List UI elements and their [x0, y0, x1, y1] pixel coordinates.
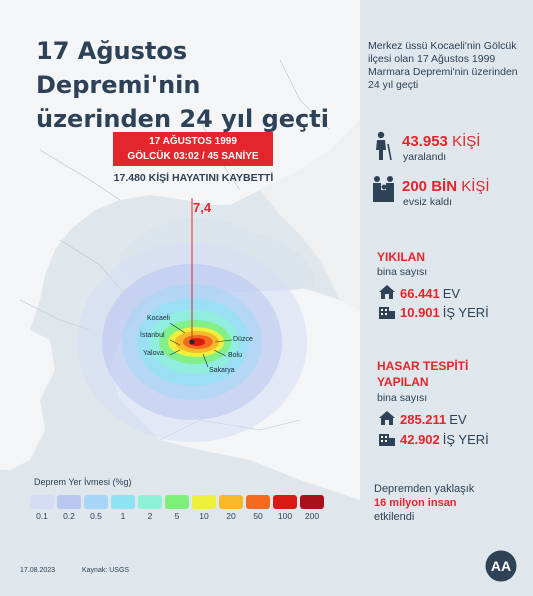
banner-location: GÖLCÜK 03:02 / 45 SANİYE [127, 151, 259, 162]
legend-value: 100 [277, 511, 293, 521]
legend-item: 0.5 [84, 495, 108, 521]
legend-value: 1 [120, 511, 126, 521]
damaged-work-unit: İŞ YERİ [442, 432, 489, 447]
legend-title: Deprem Yer İvmesi (%g) [34, 477, 132, 487]
legend-value: 0.2 [63, 511, 75, 521]
collapsed-heading: YIKILAN [377, 250, 425, 264]
legend-item: 50 [246, 495, 270, 521]
collapsed-workplaces: 10.901 İŞ YERİ [400, 305, 489, 320]
page-title: 17 Ağustos Depremi'nin üzerinden 24 yıl … [36, 37, 329, 133]
collapsed-houses: 66.441 EV [400, 286, 460, 301]
legend-item: 100 [273, 495, 297, 521]
damaged-heading-line2: YAPILAN [377, 375, 429, 389]
land-greece [0, 330, 55, 470]
house-icon [379, 411, 395, 425]
city-duzce: Düzce [233, 336, 253, 343]
death-toll: 17.480 KİŞİ HAYATINI KAYBETTİ [113, 172, 274, 184]
damaged-workplaces: 42.902 İŞ YERİ [400, 432, 489, 447]
legend-swatch [300, 495, 324, 509]
legend-swatch [192, 495, 216, 509]
intro-text: Merkez üssü Kocaeli'nin Gölcük ilçesi ol… [368, 40, 518, 91]
homeless-label: evsiz kaldı [403, 196, 453, 208]
city-yalova: Yalova [143, 350, 164, 357]
injured-label: yaralandı [403, 151, 447, 163]
land-europe [0, 0, 360, 360]
legend-swatch [219, 495, 243, 509]
injured-value: 43.953 [402, 133, 448, 150]
legend-swatch [111, 495, 135, 509]
collapsed-houses-value: 66.441 [400, 286, 440, 301]
damaged-houses: 285.211 EV [400, 412, 467, 427]
damaged-houses-value: 285.211 [400, 412, 447, 427]
land-east [260, 120, 360, 310]
collapsed-sub: bina sayısı [377, 266, 428, 278]
legend-swatch [84, 495, 108, 509]
legend-value: 50 [253, 511, 263, 521]
legend-swatch [273, 495, 297, 509]
aa-logo: AA [485, 550, 517, 582]
affected-before: Depremden yaklaşık [374, 483, 475, 495]
house-icon [379, 285, 395, 299]
collapsed-work-value: 10.901 [400, 305, 440, 320]
damaged-houses-unit: EV [449, 412, 467, 427]
injured-person-icon [376, 131, 392, 161]
legend-item: 20 [219, 495, 243, 521]
office-building-icon [379, 434, 395, 446]
banner-date: 17 AĞUSTOS 1999 [149, 136, 237, 147]
legend-swatch [30, 495, 54, 509]
damaged-sub: bina sayısı [377, 392, 428, 404]
affected-note: Depremden yaklaşık 16 milyon insan etkil… [374, 482, 524, 524]
legend-value: 2 [147, 511, 153, 521]
legend-item: 5 [165, 495, 189, 521]
footer-source: Kaynak: USGS [82, 567, 130, 574]
quake-banner: 17 AĞUSTOS 1999 GÖLCÜK 03:02 / 45 SANİYE [113, 132, 273, 166]
damaged-work-value: 42.902 [400, 432, 440, 447]
city-istanbul: İstanbul [140, 332, 165, 339]
legend-item: 10 [192, 495, 216, 521]
legend-value: 10 [199, 511, 209, 521]
damaged-heading: HASAR TESPİTİ YAPILAN [377, 358, 468, 390]
injured-unit: KİŞİ [452, 133, 481, 150]
legend-item: 200 [300, 495, 324, 521]
aa-logo-text: AA [491, 558, 511, 574]
homeless-unit: KİŞİ [461, 178, 490, 195]
affected-highlight: 16 milyon insan [374, 497, 457, 509]
epicenter-dot [189, 339, 195, 345]
legend-value: 0.5 [90, 511, 102, 521]
city-kocaeli: Kocaeli [147, 315, 170, 322]
legend-item: 1 [111, 495, 135, 521]
legend-value: 5 [174, 511, 180, 521]
legend-value: 20 [226, 511, 236, 521]
damaged-heading-line1: HASAR TESPİTİ [377, 359, 469, 373]
office-building-icon [379, 307, 395, 319]
affected-after: etkilendi [374, 511, 415, 523]
legend-item: 2 [138, 495, 162, 521]
collapsed-houses-unit: EV [442, 286, 461, 301]
legend-item: 0.1 [30, 495, 54, 521]
city-sakarya: Sakarya [209, 367, 235, 374]
homeless-count: 200 BİN KİŞİ [402, 178, 490, 195]
legend-item: 0.2 [57, 495, 81, 521]
injured-count: 43.953 KİŞİ [402, 133, 480, 150]
legend-swatch [57, 495, 81, 509]
legend-swatch [165, 495, 189, 509]
city-bolu: Bolu [228, 352, 243, 359]
pga-legend: 0.1 0.2 0.5 1 2 5 10 20 50 100 200 [30, 495, 324, 521]
legend-value: 0.1 [36, 511, 48, 521]
legend-swatch [246, 495, 270, 509]
family-icon [373, 176, 394, 202]
legend-value: 200 [304, 511, 320, 521]
magnitude-label: 7,4 [193, 200, 212, 215]
footer-date: 17.08.2023 [20, 567, 56, 574]
legend-swatch [138, 495, 162, 509]
collapsed-work-unit: İŞ YERİ [442, 305, 489, 320]
homeless-value: 200 BİN [402, 178, 458, 195]
